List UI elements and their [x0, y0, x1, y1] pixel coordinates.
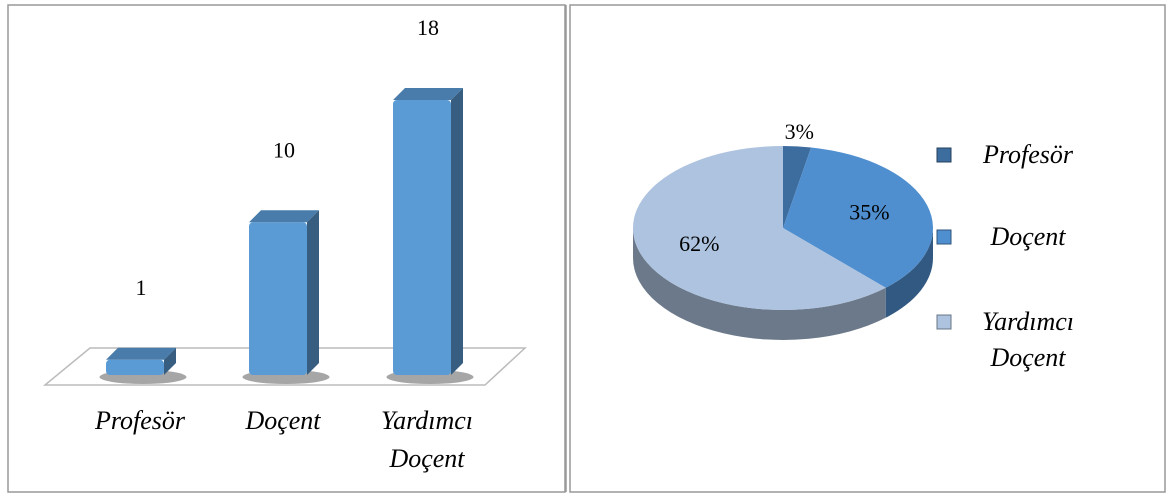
x-tick-label: Yardımcı Doçent [381, 406, 473, 473]
data-label: 3% [785, 119, 814, 144]
bar-side [307, 210, 319, 375]
pie-side [633, 228, 886, 340]
bar-side [451, 88, 463, 375]
panel-right [569, 4, 1166, 493]
legend-swatch [936, 147, 952, 163]
bar [106, 359, 164, 375]
panel-left [7, 4, 566, 493]
legend-label: Doçent [990, 222, 1066, 251]
legend-label: Profesör [982, 140, 1074, 169]
bar-top [249, 210, 319, 223]
bar [249, 222, 307, 375]
data-label: 62% [679, 231, 719, 256]
bar-top [393, 88, 463, 100]
pie-slice [633, 146, 886, 310]
data-label: 1 [136, 275, 147, 300]
legend-swatch [936, 314, 952, 330]
data-label: 35% [849, 199, 889, 224]
legend-label: Yardımcı Doçent [982, 307, 1074, 372]
legend-swatch [936, 229, 952, 245]
bar-side [164, 347, 176, 375]
bar [393, 100, 451, 375]
data-label: 10 [273, 137, 295, 162]
bar-top [106, 347, 176, 360]
data-label: 18 [417, 15, 439, 40]
x-tick-label: Doçent [245, 406, 321, 435]
x-tick-label: Profesör [94, 406, 186, 435]
pie-slice [783, 146, 812, 228]
pie-slice [783, 147, 934, 288]
pie-side [885, 228, 933, 318]
